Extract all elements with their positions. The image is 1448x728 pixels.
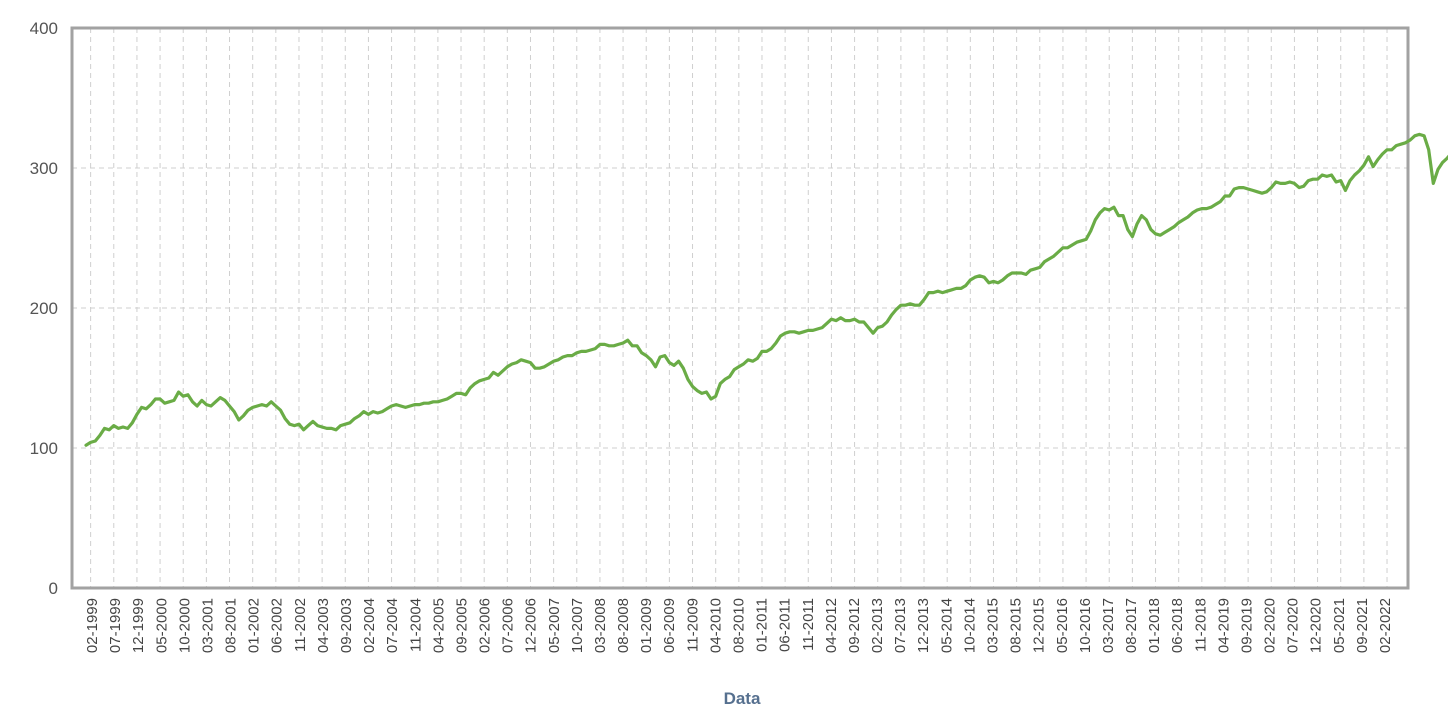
y-tick-label: 400 — [30, 19, 58, 38]
y-tick-label: 300 — [30, 159, 58, 178]
y-axis-ticks: 0 100 200 300 400 — [30, 19, 58, 598]
x-tick-label: 09-2021 — [1354, 598, 1371, 653]
x-tick-label: 04-2012 — [823, 598, 840, 653]
x-tick-label: 07-2006 — [500, 598, 517, 653]
x-tick-label: 04-2003 — [315, 598, 332, 653]
x-tick-label: 11-2002 — [292, 598, 309, 652]
x-tick-label: 02-2006 — [477, 598, 494, 653]
x-tick-label: 07-1999 — [107, 598, 124, 653]
x-tick-label: 03-2015 — [984, 598, 1001, 653]
grid-lines — [72, 28, 1408, 588]
x-tick-label: 09-2003 — [338, 598, 355, 653]
x-tick-label: 06-2011 — [777, 598, 794, 652]
x-tick-label: 05-2014 — [938, 598, 955, 653]
x-tick-label: 11-2009 — [684, 598, 701, 652]
x-tick-label: 12-2006 — [523, 598, 540, 653]
y-tick-label: 200 — [30, 299, 58, 318]
x-tick-label: 04-2010 — [707, 598, 724, 653]
x-tick-label: 12-2020 — [1308, 598, 1325, 653]
x-tick-label: 12-2015 — [1031, 598, 1048, 653]
x-tick-label: 07-2020 — [1285, 598, 1302, 653]
y-tick-label: 0 — [49, 579, 58, 598]
x-tick-label: 08-2008 — [615, 598, 632, 653]
x-tick-label: 03-2008 — [592, 598, 609, 653]
x-tick-label: 09-2005 — [453, 598, 470, 653]
x-tick-label: 07-2004 — [384, 598, 401, 653]
x-tick-label: 10-2016 — [1077, 598, 1094, 653]
x-tick-label: 06-2018 — [1169, 598, 1186, 653]
x-tick-label: 01-2002 — [246, 598, 263, 653]
plot-area-frame — [70, 26, 1410, 590]
x-tick-label: 05-2007 — [546, 598, 563, 653]
x-tick-label: 02-2004 — [361, 598, 378, 653]
x-tick-label: 03-2017 — [1100, 598, 1117, 653]
x-tick-label: 06-2009 — [661, 598, 678, 653]
x-tick-label: 11-2011 — [800, 598, 817, 651]
x-tick-label: 02-2020 — [1262, 598, 1279, 653]
x-tick-label: 10-2007 — [569, 598, 586, 653]
x-tick-label: 10-2014 — [961, 598, 978, 653]
x-tick-label: 04-2019 — [1215, 598, 1232, 653]
x-tick-label: 05-2016 — [1054, 598, 1071, 653]
series-line — [84, 132, 1448, 447]
x-tick-label: 12-1999 — [130, 598, 147, 653]
x-tick-label: 08-2017 — [1123, 598, 1140, 653]
x-tick-label: 12-2013 — [915, 598, 932, 653]
x-tick-label: 08-2015 — [1008, 598, 1025, 653]
x-axis-ticks: 02-1999 07-1999 12-1999 05-2000 10-2000 03-20… — [84, 598, 1394, 653]
x-tick-label: 01-2009 — [638, 598, 655, 653]
x-tick-label: 04-2005 — [430, 598, 447, 653]
x-tick-label: 02-2022 — [1377, 598, 1394, 653]
x-axis-label: Data — [724, 689, 761, 708]
x-tick-label: 01-2011 — [754, 598, 771, 652]
x-tick-label: 03-2001 — [199, 598, 216, 653]
x-tick-label: 09-2012 — [846, 598, 863, 653]
x-tick-label: 05-2000 — [153, 598, 170, 653]
x-tick-label: 02-1999 — [84, 598, 101, 653]
x-tick-label: 02-2013 — [869, 598, 886, 653]
x-tick-label: 08-2001 — [223, 598, 240, 653]
x-tick-label: 11-2018 — [1192, 598, 1209, 652]
x-tick-label: 06-2002 — [269, 598, 286, 653]
x-tick-label: 05-2021 — [1331, 598, 1348, 653]
x-tick-label: 10-2000 — [176, 598, 193, 653]
x-tick-label: 11-2004 — [407, 598, 424, 652]
x-tick-label: 01-2018 — [1146, 598, 1163, 653]
x-tick-label: 08-2010 — [731, 598, 748, 653]
y-tick-label: 100 — [30, 439, 58, 458]
x-tick-label: 07-2013 — [892, 598, 909, 653]
x-tick-label: 09-2019 — [1238, 598, 1255, 653]
